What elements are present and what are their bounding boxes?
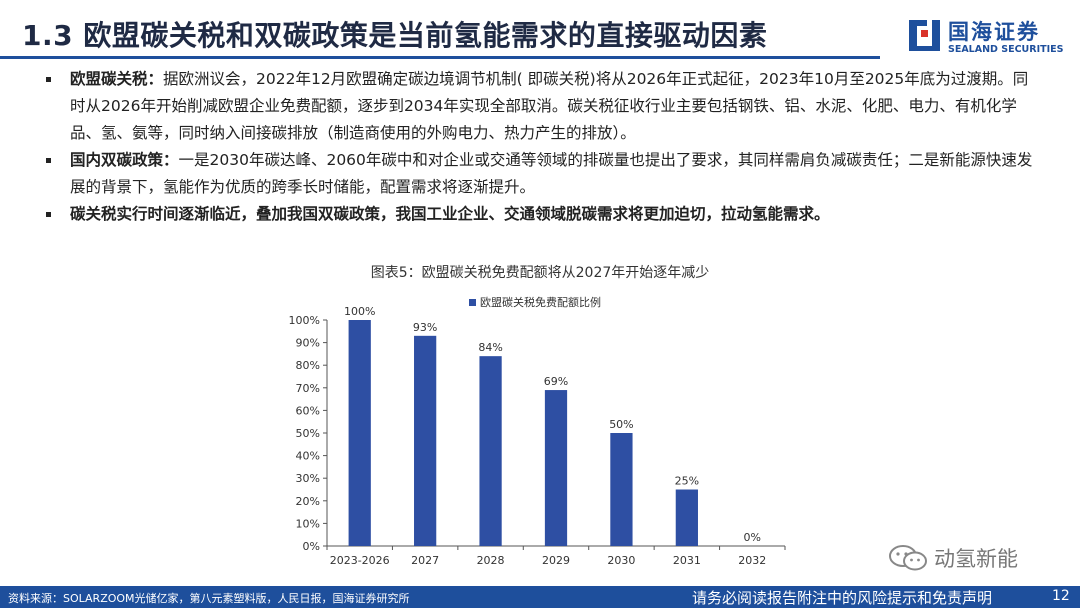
data-label: 69%: [544, 375, 568, 388]
bar-2029: [544, 390, 568, 546]
watermark-text: 动氢新能: [934, 547, 1018, 571]
data-label: 50%: [609, 418, 633, 431]
wechat-icon: [889, 545, 927, 571]
bar-2030: [610, 433, 633, 546]
x-tick-label: 2030: [607, 554, 635, 567]
data-label: 100%: [344, 305, 375, 318]
footer-disclaimer: 请务必阅读报告附注中的风险提示和免责声明: [692, 589, 993, 607]
data-label: 84%: [478, 341, 502, 354]
x-tick-label: 2027: [411, 554, 439, 567]
bullet-keyword: 国内双碳政策：: [70, 151, 179, 169]
company-logo: 国海证券 SEALAND SECURITIES: [908, 14, 1068, 60]
y-tick-label: 100%: [289, 314, 320, 327]
footer-bar: 资料来源：SOLARZOOM光储亿家，第八元素塑料版，人民日报，国海证券研究所 …: [0, 586, 1080, 608]
bar-2023-2026: [348, 320, 371, 546]
bar-2031: [675, 489, 698, 546]
y-tick-label: 0%: [303, 540, 320, 553]
y-tick-label: 30%: [296, 472, 320, 485]
y-tick-label: 40%: [296, 450, 320, 463]
bullet-marker-icon: [46, 77, 51, 82]
x-tick-label: 2028: [477, 554, 505, 567]
data-label: 93%: [413, 321, 437, 334]
bullet-text: 碳关税实行时间逐渐临近，叠加我国双碳政策，我国工业企业、交通领域脱碳需求将更加迫…: [70, 205, 830, 223]
footer-source: 资料来源：SOLARZOOM光储亿家，第八元素塑料版，人民日报，国海证券研究所: [8, 592, 410, 605]
chart-title: 图表5：欧盟碳关税免费配额将从2027年开始逐年减少: [370, 265, 710, 281]
data-label: 25%: [675, 475, 699, 488]
logo-name-en: SEALAND SECURITIES: [948, 44, 1064, 55]
y-tick-label: 10%: [296, 517, 320, 530]
bullet-marker-icon: [46, 212, 51, 217]
x-tick-label: 2029: [542, 554, 570, 567]
bullet-list: 欧盟碳关税：据欧洲议会，2022年12月欧盟确定碳边境调节机制( 即碳关税)将从…: [40, 66, 1040, 228]
x-tick-label: 2032: [738, 554, 766, 567]
sealand-logo-icon: [909, 20, 940, 51]
data-label: 0%: [744, 531, 761, 544]
bullet-eu-carbon-tariff: 欧盟碳关税：据欧洲议会，2022年12月欧盟确定碳边境调节机制( 即碳关税)将从…: [40, 66, 1040, 147]
bullet-domestic-dual-carbon: 国内双碳政策：一是2030年碳达峰、2060年碳中和对企业或交通等领域的排碳量也…: [40, 147, 1040, 201]
bullet-text: 一是2030年碳达峰、2060年碳中和对企业或交通等领域的排碳量也提出了要求，其…: [70, 151, 1033, 196]
legend-swatch: [469, 299, 476, 306]
y-tick-label: 70%: [296, 382, 320, 395]
y-tick-label: 80%: [296, 359, 320, 372]
x-tick-label: 2023-2026: [330, 554, 390, 567]
logo-name-cn: 国海证券: [948, 20, 1040, 44]
page-number: 12: [1052, 588, 1070, 604]
y-tick-label: 50%: [296, 427, 320, 440]
y-tick-label: 90%: [296, 337, 320, 350]
free-allowance-bar-chart: 0% 10% 20% 30% 40% 50% 60% 70% 80% 90% 100% 100% 202…: [289, 295, 786, 567]
x-tick-label: 2031: [673, 554, 701, 567]
y-tick-label: 60%: [296, 404, 320, 417]
bullet-conclusion: 碳关税实行时间逐渐临近，叠加我国双碳政策，我国工业企业、交通领域脱碳需求将更加迫…: [40, 201, 1040, 228]
y-tick-label: 20%: [296, 495, 320, 508]
bullet-marker-icon: [46, 158, 51, 163]
bullet-keyword: 欧盟碳关税：: [70, 70, 164, 88]
bar-2028: [479, 356, 502, 546]
bullet-text: 据欧洲议会，2022年12月欧盟确定碳边境调节机制( 即碳关税)将从2026年正…: [70, 70, 1029, 142]
legend-label: 欧盟碳关税免费配额比例: [480, 295, 601, 309]
title-divider: [0, 56, 880, 59]
page-title: 1.3 欧盟碳关税和双碳政策是当前氢能需求的直接驱动因素: [22, 19, 768, 52]
bar-2027: [414, 335, 437, 546]
